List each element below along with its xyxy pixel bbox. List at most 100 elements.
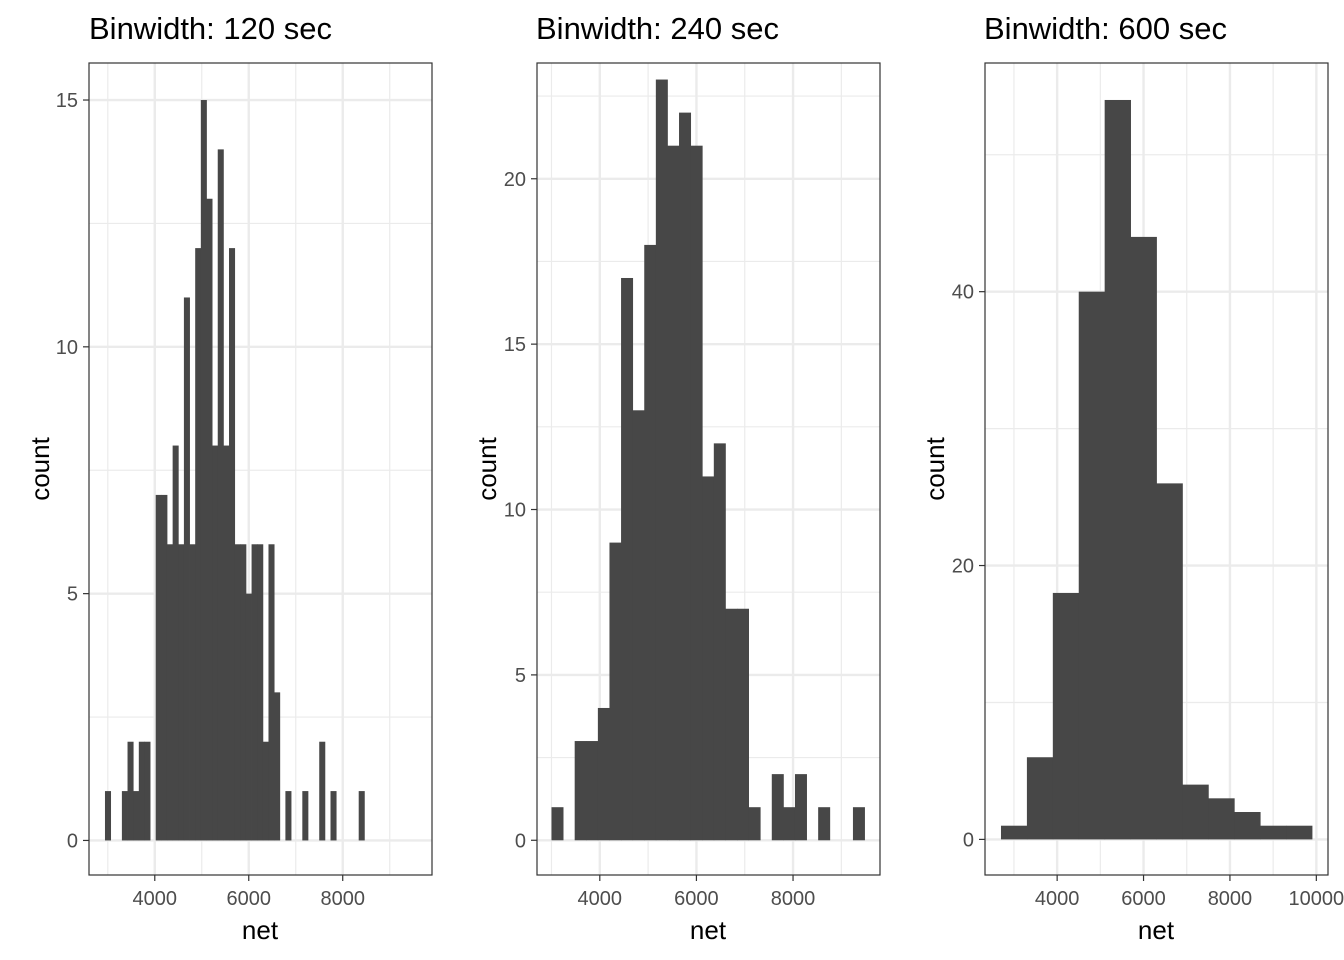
histogram-bar bbox=[133, 791, 140, 841]
histogram-bar bbox=[104, 791, 112, 841]
histogram-bar bbox=[551, 807, 564, 841]
x-tick-label: 6000 bbox=[1121, 888, 1166, 910]
y-tick-label: 0 bbox=[515, 830, 526, 852]
histogram-bar bbox=[319, 741, 326, 841]
histogram-bar bbox=[189, 544, 196, 841]
x-tick-label: 6000 bbox=[674, 888, 719, 910]
y-tick-label: 10 bbox=[56, 337, 78, 359]
histogram-bar bbox=[1026, 757, 1054, 840]
y-axis-label: count bbox=[25, 436, 55, 500]
x-axis-label: net bbox=[1138, 915, 1175, 945]
histogram-bar bbox=[274, 692, 281, 841]
histogram-bar bbox=[748, 807, 761, 841]
histogram-bar bbox=[262, 741, 269, 841]
histogram-bar bbox=[632, 410, 645, 841]
axes: 4000 6000 8000 0 5 10 15 20 bbox=[504, 169, 816, 910]
histogram-bar bbox=[195, 248, 202, 841]
histogram-bar bbox=[229, 248, 236, 841]
axes: 4000 6000 8000 0 5 10 15 bbox=[56, 90, 365, 910]
y-tick-label: 5 bbox=[515, 665, 526, 687]
panel-border bbox=[88, 62, 433, 876]
bars bbox=[104, 100, 365, 841]
y-tick-label: 15 bbox=[504, 334, 526, 356]
histogram-bar bbox=[285, 791, 292, 841]
histogram-bar bbox=[1260, 825, 1287, 840]
histogram-bar bbox=[212, 445, 219, 841]
grid bbox=[89, 63, 432, 875]
x-tick-label: 8000 bbox=[320, 888, 365, 910]
histogram-bar bbox=[1052, 592, 1080, 840]
y-axis-label: count bbox=[920, 436, 950, 500]
histogram-bar bbox=[127, 741, 134, 841]
histogram-bar bbox=[172, 445, 179, 841]
y-tick-label: 40 bbox=[952, 282, 974, 304]
histogram-bar bbox=[245, 593, 252, 841]
histogram-bar bbox=[223, 445, 230, 841]
histogram-bar bbox=[574, 741, 587, 841]
histogram-bar bbox=[1104, 99, 1131, 840]
histogram-bar bbox=[302, 791, 309, 841]
y-tick-label: 20 bbox=[504, 169, 526, 191]
y-tick-label: 5 bbox=[67, 584, 78, 606]
histogram-bar bbox=[690, 145, 703, 841]
histogram-bar bbox=[178, 544, 185, 841]
histogram-bar bbox=[1130, 236, 1157, 840]
panel-title: Binwidth: 120 sec bbox=[89, 11, 332, 46]
histogram-bar bbox=[121, 791, 128, 841]
histogram-bar bbox=[234, 544, 241, 841]
y-tick-label: 0 bbox=[963, 829, 974, 851]
histogram-bar bbox=[1286, 825, 1313, 840]
histogram-bar bbox=[818, 807, 831, 841]
x-tick-label: 10000 bbox=[1289, 888, 1344, 910]
histogram-bar bbox=[166, 544, 174, 841]
panel-title: Binwidth: 600 sec bbox=[984, 11, 1227, 46]
histogram-bar bbox=[330, 791, 337, 841]
histogram-bar bbox=[200, 100, 207, 841]
histogram-bar bbox=[1078, 291, 1106, 840]
axes: 4000 6000 8000 10000 0 20 40 bbox=[952, 282, 1344, 910]
histogram-bar bbox=[667, 145, 680, 841]
bars bbox=[551, 79, 865, 841]
histogram-bar bbox=[655, 79, 668, 841]
x-tick-label: 4000 bbox=[133, 888, 178, 910]
histogram-bar bbox=[1156, 483, 1183, 840]
histogram-bar bbox=[644, 244, 657, 841]
y-tick-label: 15 bbox=[56, 90, 78, 112]
histogram-bar bbox=[621, 277, 634, 841]
y-axis-label: count bbox=[472, 436, 502, 500]
x-axis-label: net bbox=[690, 915, 727, 945]
panel-title: Binwidth: 240 sec bbox=[536, 11, 779, 46]
histogram-bar bbox=[206, 198, 213, 841]
y-tick-label: 10 bbox=[504, 500, 526, 522]
x-tick-label: 8000 bbox=[1208, 888, 1253, 910]
bars bbox=[1000, 99, 1313, 840]
histogram-bar bbox=[725, 608, 738, 841]
histogram-bar bbox=[1000, 825, 1028, 840]
histogram-bar bbox=[794, 774, 807, 841]
histogram-bar bbox=[144, 741, 151, 841]
histogram-bar bbox=[713, 443, 726, 841]
histogram-bar bbox=[597, 707, 610, 841]
histogram-bar bbox=[702, 476, 715, 841]
histogram-bar bbox=[257, 544, 264, 841]
histogram-bar bbox=[1234, 812, 1261, 840]
histogram-bar bbox=[586, 741, 599, 841]
x-tick-label: 4000 bbox=[578, 888, 623, 910]
histogram-bar bbox=[679, 112, 692, 841]
histogram-bar bbox=[217, 149, 224, 841]
histogram-bar bbox=[161, 494, 168, 841]
histogram-bar bbox=[1182, 784, 1209, 840]
histogram-bar bbox=[609, 542, 622, 841]
panel-border bbox=[536, 62, 881, 876]
histogram-bar bbox=[240, 544, 247, 841]
histogram-bar bbox=[783, 807, 796, 841]
histogram-bar bbox=[155, 494, 162, 841]
panel-border bbox=[984, 62, 1329, 876]
x-axis-label: net bbox=[242, 915, 279, 945]
histogram-bar bbox=[138, 741, 145, 841]
histogram-bar bbox=[771, 774, 784, 841]
histogram-bar bbox=[1208, 798, 1235, 840]
histogram-bar bbox=[737, 608, 749, 841]
x-tick-label: 4000 bbox=[1035, 888, 1080, 910]
